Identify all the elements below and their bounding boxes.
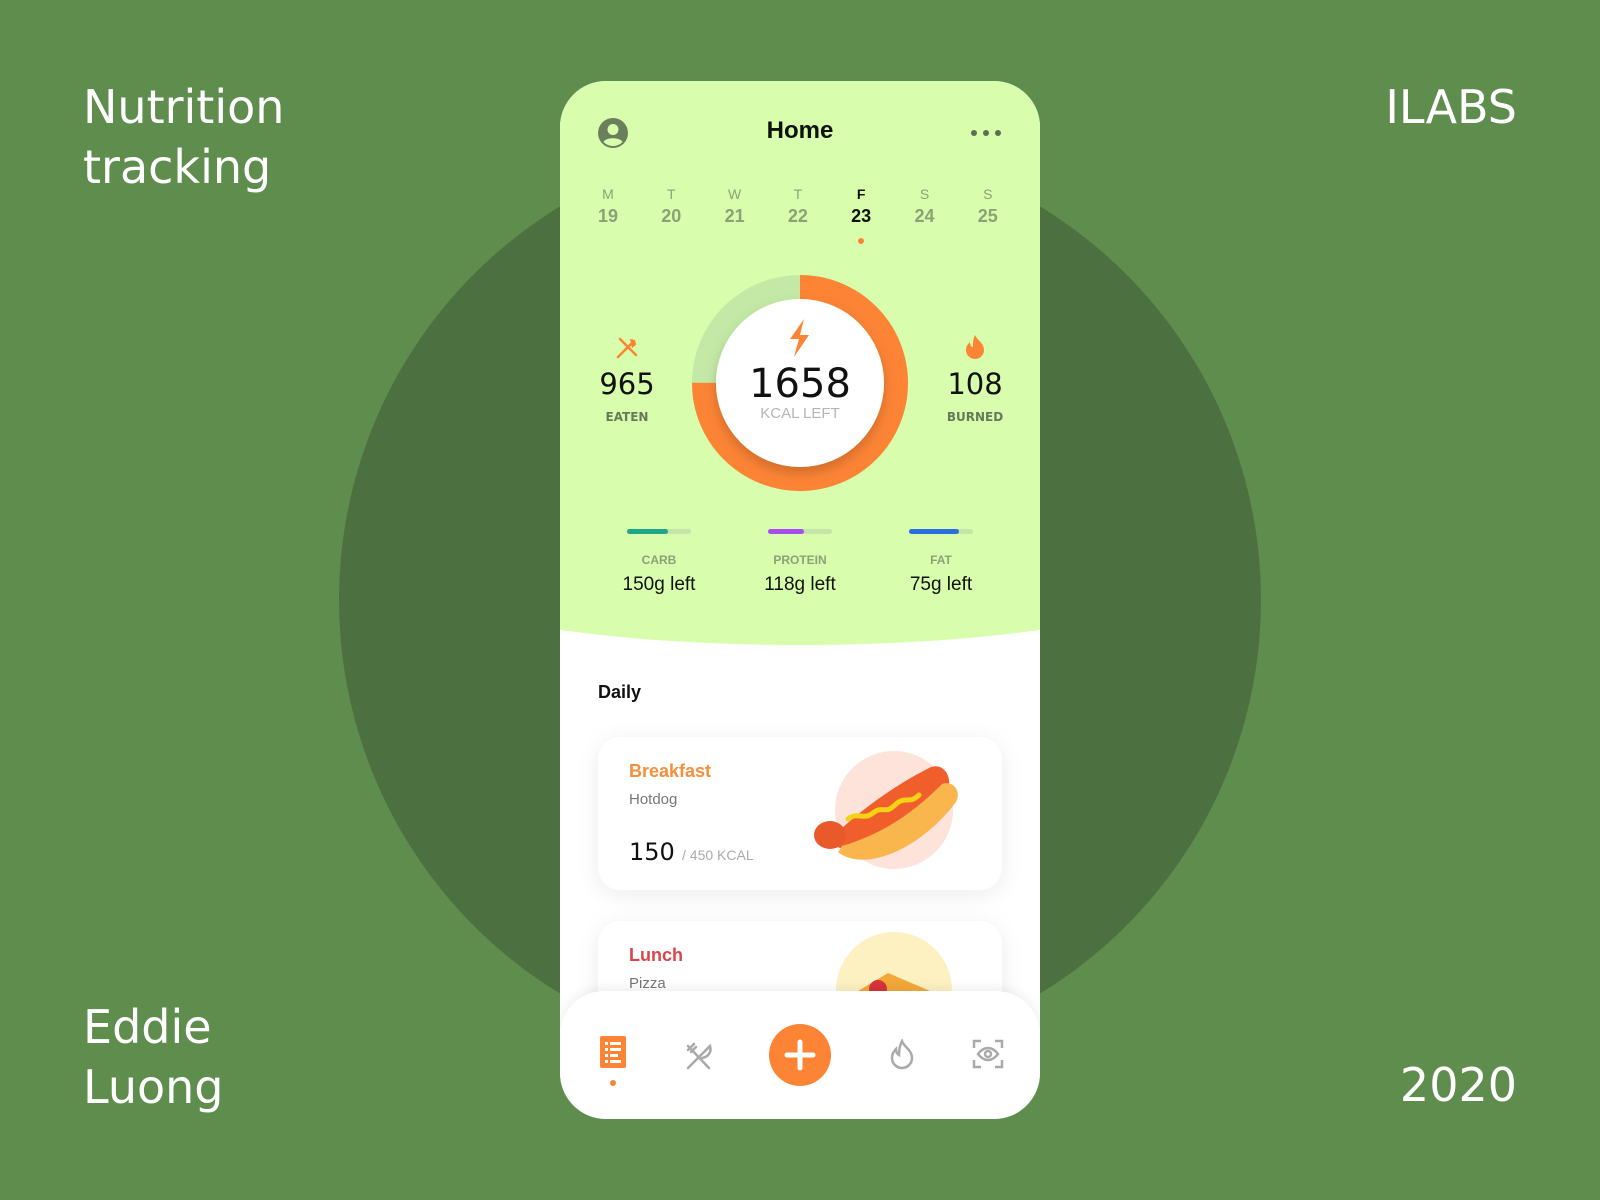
meal-kcal: 150 xyxy=(629,838,675,866)
macro-value: 75g left xyxy=(909,574,973,595)
author-line: Eddie xyxy=(83,1000,212,1054)
title-line: Nutrition xyxy=(83,80,285,134)
macro-progress-fill xyxy=(627,529,668,534)
meal-card-breakfast[interactable]: Breakfast Hotdog 150 / 450 KCAL xyxy=(598,737,1002,890)
kcal-left-value: 1658 xyxy=(749,361,851,407)
macro-label: CARB xyxy=(641,553,677,567)
author-name: Eddie Luong xyxy=(83,997,223,1117)
meal-food: Hotdog xyxy=(629,791,678,808)
macro-progress-bar xyxy=(768,529,832,534)
diary-icon[interactable] xyxy=(600,1036,626,1068)
macro-value: 150g left xyxy=(622,574,696,595)
scan-eye-icon[interactable] xyxy=(972,1039,1004,1069)
author-line: Luong xyxy=(83,1060,224,1114)
brand-name: ILABS xyxy=(1385,80,1517,134)
fork-knife-icon xyxy=(616,337,638,359)
day-letter[interactable]: M xyxy=(602,186,614,202)
daily-heading: Daily xyxy=(598,682,642,702)
ring-center xyxy=(716,299,884,467)
user-circle-icon[interactable] xyxy=(597,117,629,149)
day-number[interactable]: 20 xyxy=(661,206,682,226)
day-number[interactable]: 25 xyxy=(977,206,998,226)
day-letter[interactable]: F xyxy=(856,186,866,202)
flame-outline-icon[interactable] xyxy=(890,1039,914,1071)
burned-label: BURNED xyxy=(946,410,1004,424)
day-letter[interactable]: S xyxy=(919,186,930,202)
meal-name: Breakfast xyxy=(629,761,712,781)
macro-label: PROTEIN xyxy=(773,553,827,567)
macro-progress-bar xyxy=(627,529,691,534)
burned-value: 108 xyxy=(947,367,1003,401)
meal-name: Lunch xyxy=(629,945,683,965)
flame-icon xyxy=(966,335,984,359)
calorie-ring xyxy=(692,275,908,491)
title-line: tracking xyxy=(83,140,272,194)
day-number[interactable]: 21 xyxy=(724,206,745,226)
bottom-nav xyxy=(560,991,1040,1119)
ring-progress xyxy=(692,275,908,491)
more-horizontal-icon[interactable] xyxy=(970,129,1002,137)
day-letter[interactable]: W xyxy=(727,186,742,202)
day-number[interactable]: 22 xyxy=(787,206,808,226)
phone-screen: Home M 19 T 20 W 21 T 22 F 23 S 24 S 25 1658 K… xyxy=(560,81,1040,1119)
kcal-left-label: KCAL LEFT xyxy=(760,405,840,422)
day-number[interactable]: 23 xyxy=(851,206,872,226)
day-letter[interactable]: T xyxy=(667,186,676,202)
meal-food: Pizza xyxy=(629,975,666,992)
meal-kcal-target: / 450 KCAL xyxy=(682,847,754,863)
project-title: Nutrition tracking xyxy=(83,77,284,197)
lightning-icon xyxy=(790,319,809,357)
macro-progress-fill xyxy=(768,529,804,534)
selected-day-dot xyxy=(858,238,865,244)
add-button[interactable] xyxy=(769,1024,831,1086)
eaten-value: 965 xyxy=(599,367,655,401)
year: 2020 xyxy=(1399,1058,1517,1112)
plus-icon xyxy=(784,1039,816,1071)
macro-value: 118g left xyxy=(764,574,836,595)
meals-icon[interactable] xyxy=(685,1041,713,1071)
macro-progress-bar xyxy=(909,529,973,534)
day-letter[interactable]: S xyxy=(983,186,993,202)
active-indicator xyxy=(610,1080,616,1086)
page-title: Home xyxy=(766,117,834,144)
day-letter[interactable]: T xyxy=(793,186,803,202)
day-number[interactable]: 19 xyxy=(597,206,619,226)
macro-label: FAT xyxy=(930,553,952,567)
eaten-label: EATEN xyxy=(605,410,649,424)
hotdog-image xyxy=(814,751,958,869)
macro-progress-fill xyxy=(909,529,959,534)
day-number[interactable]: 24 xyxy=(914,206,935,226)
